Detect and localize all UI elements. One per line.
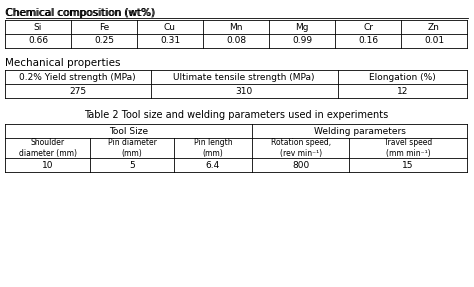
- Text: Elongation (%): Elongation (%): [369, 73, 436, 82]
- Text: 15: 15: [402, 160, 414, 170]
- Text: 0.2% Yield strength (MPa): 0.2% Yield strength (MPa): [19, 73, 136, 82]
- Text: Chemical composition (wt%): Chemical composition (wt%): [6, 8, 155, 18]
- Text: 275: 275: [69, 86, 86, 96]
- Text: Mn: Mn: [229, 22, 243, 32]
- Text: Pin diameter
(mm): Pin diameter (mm): [108, 138, 156, 158]
- Text: Ultimate tensile strength (MPa): Ultimate tensile strength (MPa): [173, 73, 315, 82]
- Text: Welding parameters: Welding parameters: [314, 127, 406, 135]
- Text: Mechanical properties: Mechanical properties: [5, 58, 120, 68]
- Text: Cr: Cr: [363, 22, 373, 32]
- Text: 0.08: 0.08: [226, 36, 246, 46]
- Text: 0.16: 0.16: [358, 36, 378, 46]
- Text: 800: 800: [292, 160, 310, 170]
- Text: Si: Si: [34, 22, 42, 32]
- Text: 0.66: 0.66: [28, 36, 48, 46]
- Text: Mg: Mg: [295, 22, 309, 32]
- Text: Shoulder
diameter (mm): Shoulder diameter (mm): [19, 138, 77, 158]
- Text: 6.4: 6.4: [206, 160, 220, 170]
- Text: Table 2 Tool size and welding parameters used in experiments: Table 2 Tool size and welding parameters…: [84, 110, 388, 120]
- Text: Rotation speed,
(rev min⁻¹): Rotation speed, (rev min⁻¹): [271, 138, 331, 158]
- Text: Chemical composition (wt%): Chemical composition (wt%): [5, 8, 155, 18]
- Text: 10: 10: [42, 160, 54, 170]
- Text: 0.01: 0.01: [424, 36, 444, 46]
- Text: Pin length
(mm): Pin length (mm): [193, 138, 232, 158]
- Text: 0.31: 0.31: [160, 36, 180, 46]
- Text: 310: 310: [236, 86, 253, 96]
- Text: Cu: Cu: [164, 22, 176, 32]
- Text: 0.25: 0.25: [94, 36, 114, 46]
- Text: 0.99: 0.99: [292, 36, 312, 46]
- Text: Travel speed
(mm min⁻¹): Travel speed (mm min⁻¹): [384, 138, 432, 158]
- Text: 5: 5: [129, 160, 135, 170]
- Text: Fe: Fe: [99, 22, 109, 32]
- Text: Tool Size: Tool Size: [109, 127, 148, 135]
- Text: 12: 12: [397, 86, 408, 96]
- Text: Zn: Zn: [428, 22, 440, 32]
